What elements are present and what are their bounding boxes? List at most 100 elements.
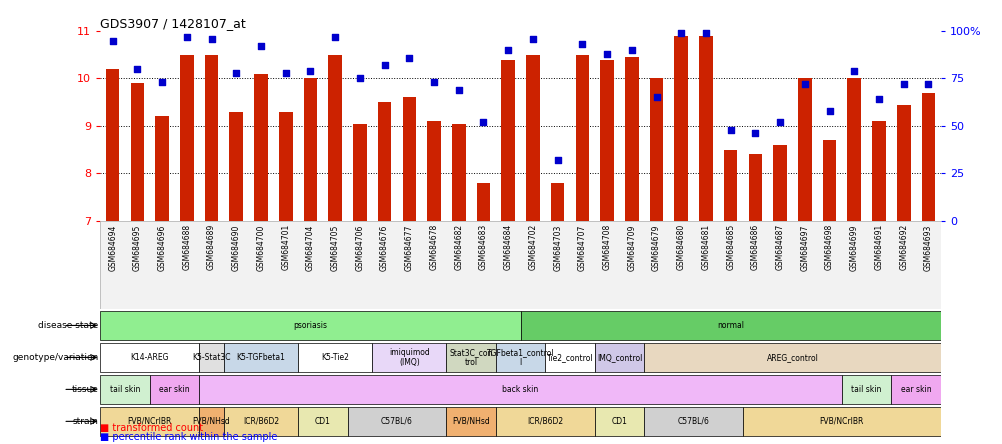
Text: GSM684690: GSM684690 [231,224,240,270]
Text: GSM684697: GSM684697 [800,224,809,270]
Text: genotype/variation: genotype/variation [12,353,98,362]
Bar [199,407,223,436]
Bar [229,111,242,221]
Bar [773,145,787,221]
Point [549,156,565,163]
Bar [353,123,367,221]
Text: GSM684699: GSM684699 [849,224,858,270]
Bar [100,375,149,404]
Point [278,69,294,76]
Text: GSM684677: GSM684677 [405,224,414,270]
Text: GSM684694: GSM684694 [108,224,117,270]
Text: GSM684692: GSM684692 [899,224,908,270]
Point [253,43,269,50]
Text: GSM684704: GSM684704 [306,224,315,270]
Point [475,119,491,126]
Text: GSM684693: GSM684693 [923,224,932,270]
Text: FVB/NHsd: FVB/NHsd [452,417,490,426]
Bar [921,93,934,221]
Text: GSM684703: GSM684703 [552,224,561,270]
Bar [723,150,736,221]
Point [821,107,837,114]
Bar [698,36,712,221]
Point [846,67,862,75]
Bar [179,55,193,221]
Text: CD1: CD1 [611,417,627,426]
Bar [100,311,520,340]
Bar [446,407,495,436]
Text: imiquimod
(IMQ): imiquimod (IMQ) [389,348,429,367]
Text: GSM684691: GSM684691 [874,224,883,270]
Text: psoriasis: psoriasis [294,321,327,330]
Text: FVB/NHsd: FVB/NHsd [192,417,230,426]
Bar [304,79,317,221]
Bar [847,79,861,221]
Text: tail skin: tail skin [110,385,140,394]
Text: GSM684708: GSM684708 [602,224,611,270]
Text: K5-Stat3C: K5-Stat3C [192,353,230,362]
Bar [599,59,613,221]
Text: GSM684679: GSM684679 [651,224,660,270]
Bar [747,155,762,221]
Text: normal: normal [716,321,743,330]
Point [920,81,936,88]
Bar [520,311,940,340]
Text: GSM684680: GSM684680 [676,224,685,270]
Text: GSM684706: GSM684706 [355,224,364,270]
Point [500,47,516,54]
Point [746,130,763,137]
Bar [298,407,347,436]
Text: Tie2_control: Tie2_control [546,353,593,362]
Bar [298,343,372,372]
Point [598,50,614,57]
Text: GSM684685: GSM684685 [725,224,734,270]
Text: ■ transformed count: ■ transformed count [100,423,203,433]
Bar [526,55,539,221]
Bar [841,375,891,404]
Bar [130,83,144,221]
Bar [798,79,811,221]
Bar [378,102,391,221]
Text: GSM684687: GSM684687 [775,224,784,270]
Point [104,37,120,44]
Text: K14-AREG: K14-AREG [130,353,168,362]
Text: GSM684682: GSM684682 [454,224,463,270]
Point [327,33,343,40]
Bar [347,407,446,436]
Bar [742,407,940,436]
Point [623,47,639,54]
Text: GSM684695: GSM684695 [132,224,141,270]
Text: ICR/B6D2: ICR/B6D2 [527,417,563,426]
Bar [279,111,293,221]
Point [648,94,664,101]
Bar [891,375,940,404]
Text: GSM684696: GSM684696 [157,224,166,270]
Bar [149,375,199,404]
Bar [223,343,298,372]
Text: C57BL/6: C57BL/6 [381,417,413,426]
Bar [452,123,465,221]
Bar [872,121,885,221]
Text: C57BL/6: C57BL/6 [677,417,708,426]
Bar [550,183,564,221]
Bar [254,74,268,221]
Text: GSM684707: GSM684707 [577,224,586,270]
Point [401,54,417,61]
Bar [495,407,594,436]
Bar [643,343,940,372]
Point [352,75,368,82]
Point [870,96,886,103]
Point [129,65,145,72]
Point [697,29,713,36]
Point [672,29,688,36]
Point [303,67,319,75]
Text: GSM684705: GSM684705 [331,224,340,270]
Text: tissue: tissue [71,385,98,394]
Text: GSM684701: GSM684701 [281,224,290,270]
Text: TGFbeta1_control
l: TGFbeta1_control l [486,348,554,367]
Bar [328,55,342,221]
Point [228,69,244,76]
Text: ■ percentile rank within the sample: ■ percentile rank within the sample [100,432,278,442]
Point [574,41,590,48]
Text: strain: strain [72,417,98,426]
